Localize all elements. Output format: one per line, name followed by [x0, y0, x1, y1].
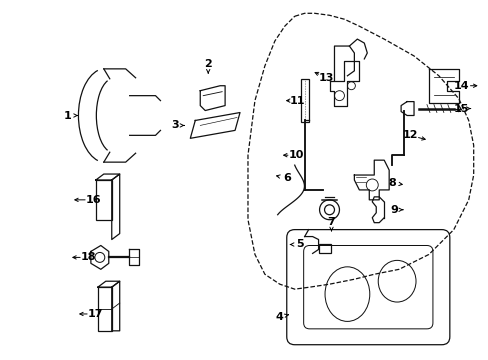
Text: 17: 17	[88, 309, 103, 319]
Text: 6: 6	[282, 173, 290, 183]
Bar	[318, 244, 330, 253]
Text: 12: 12	[402, 130, 417, 140]
Text: 7: 7	[327, 217, 335, 227]
Text: 14: 14	[453, 81, 468, 91]
Text: 1: 1	[64, 111, 72, 121]
Text: 10: 10	[288, 150, 304, 160]
Bar	[96, 180, 112, 220]
Text: 8: 8	[387, 178, 395, 188]
Text: 13: 13	[318, 73, 333, 83]
Text: 15: 15	[453, 104, 468, 113]
Text: 5: 5	[295, 239, 303, 249]
Text: 4: 4	[275, 312, 283, 322]
Text: 3: 3	[171, 121, 179, 130]
Bar	[98, 287, 112, 331]
Text: 18: 18	[81, 252, 97, 262]
Bar	[300, 79, 308, 122]
Text: 9: 9	[389, 205, 397, 215]
Text: 11: 11	[289, 96, 305, 105]
Text: 2: 2	[204, 59, 212, 69]
Polygon shape	[190, 113, 240, 138]
Text: 16: 16	[86, 195, 102, 205]
